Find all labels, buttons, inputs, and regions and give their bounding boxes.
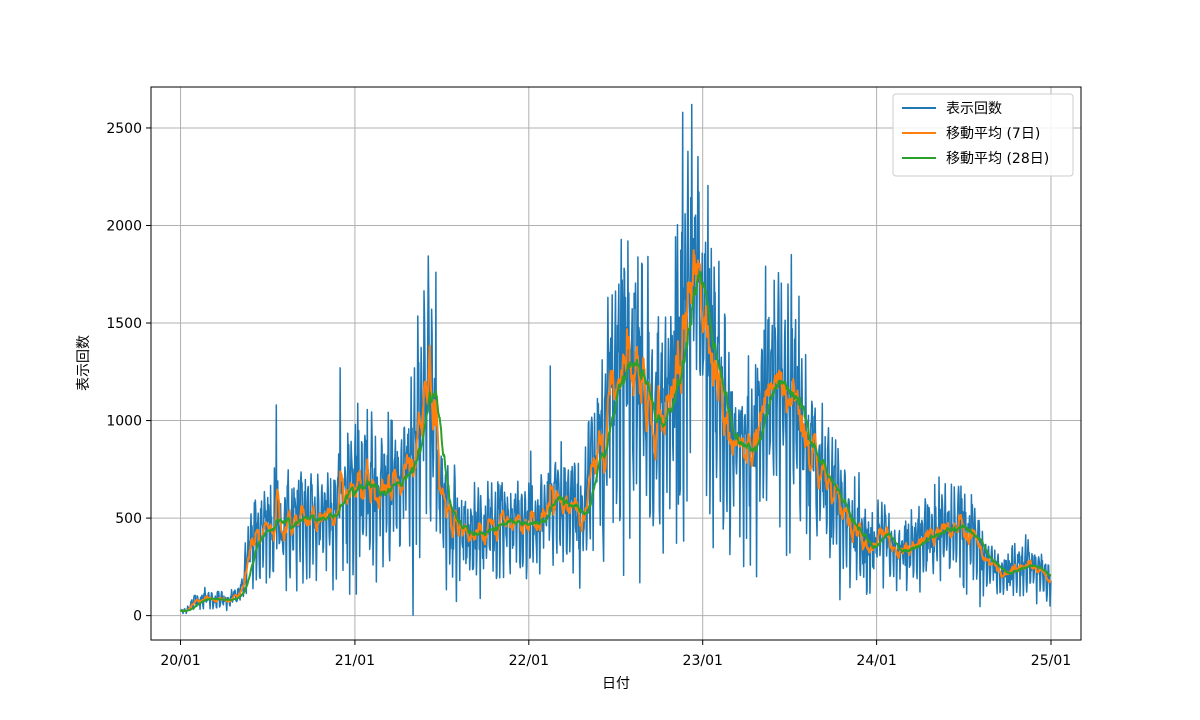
x-tick-label: 21/01 [335,653,375,669]
legend: 表示回数 移動平均 (7日) 移動平均 (28日) [892,93,1074,177]
y-tick-label: 1000 [106,414,142,430]
series-line-views [179,103,1052,616]
x-axis-title: 日付 [602,676,630,692]
x-tick-label: 20/01 [160,653,200,669]
series-line-ma28 [179,270,1052,613]
series-layer [179,103,1052,616]
series-line-ma7 [179,249,1052,613]
x-tick-label: 25/01 [1031,653,1071,669]
legend-label-series-2: 移動平均 (28日) [946,151,1049,167]
y-axis-title: 表示回数 [76,335,92,391]
plot-frame [150,86,1082,641]
y-tick-label: 500 [115,511,142,527]
y-tick-label: 2500 [106,121,142,137]
y-axis: 0 500 1000 1500 2000 2500 [106,121,151,625]
legend-label-series-1: 移動平均 (7日) [946,126,1040,142]
y-tick-label: 2000 [106,218,142,234]
x-axis: 20/01 21/01 22/01 23/01 24/01 25/01 [160,640,1071,669]
x-tick-label: 23/01 [683,653,723,669]
x-tick-label: 24/01 [856,653,896,669]
legend-box [892,93,1074,177]
y-tick-label: 1500 [106,316,142,332]
legend-label-series-0: 表示回数 [946,101,1002,117]
x-tick-label: 22/01 [509,653,549,669]
y-tick-label: 0 [133,609,142,625]
